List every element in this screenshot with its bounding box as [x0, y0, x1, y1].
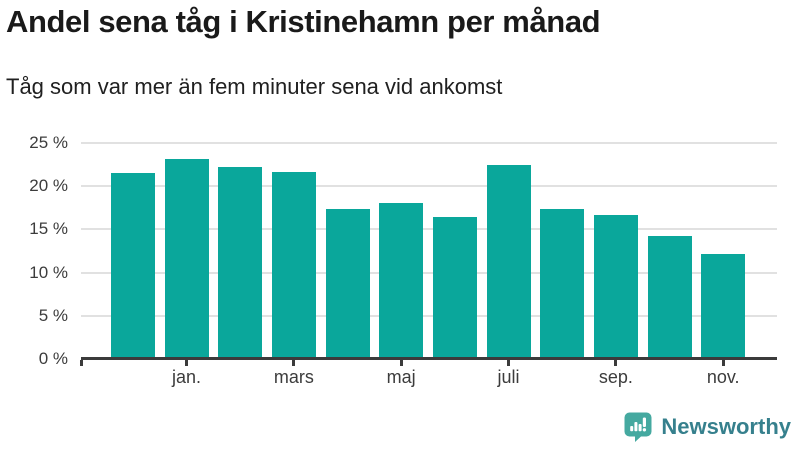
x-axis-label: jan.: [171, 367, 202, 387]
bar-slot-juni: [428, 143, 482, 359]
y-axis-label: 10 %: [29, 262, 68, 282]
gridline-5: [81, 314, 777, 317]
gridline-20: [81, 185, 777, 188]
y-axis-label: 5 %: [38, 305, 68, 325]
bar-slot-feb.: [213, 143, 267, 359]
bar-juli: [486, 165, 531, 359]
bar-slot-jan.: [160, 143, 214, 359]
y-axis-label: 15 %: [29, 219, 68, 239]
x-axis-origin-tick: [79, 360, 83, 366]
bar-series: [106, 143, 750, 359]
bar-slot-maj: [374, 143, 428, 359]
bar-chart-plot-area: [81, 142, 777, 359]
x-axis-line: [81, 357, 777, 360]
x-axis-label: mars: [273, 367, 314, 387]
x-axis-label: juli: [497, 367, 520, 387]
chart-subtitle: Tåg som var mer än fem minuter sena vid …: [6, 74, 503, 99]
chart-title: Andel sena tåg i Kristinehamn per månad: [6, 4, 601, 39]
bar-okt.: [647, 236, 692, 359]
newsworthy-wordmark: Newsworthy: [661, 414, 791, 439]
bar-maj: [379, 203, 424, 359]
y-axis-label: 25 %: [29, 133, 68, 152]
bar-slot-sep.: [589, 143, 643, 359]
newsworthy-logo: Newsworthy: [624, 412, 791, 442]
bar-slot-juli: [482, 143, 536, 359]
bar-aug.: [540, 208, 585, 359]
bar-feb.: [218, 167, 263, 359]
bar-juni: [432, 217, 477, 359]
gridline-10: [81, 271, 777, 274]
x-axis-tick-nov.: [721, 360, 725, 366]
bar-apr.: [325, 208, 370, 359]
bar-dec.: [110, 173, 155, 359]
bar-slot-nov.: [696, 143, 750, 359]
x-axis-tick-jan.: [185, 360, 188, 366]
x-axis-tick-maj: [399, 360, 403, 366]
x-axis-label: sep.: [598, 367, 633, 387]
gridline-15: [81, 228, 777, 231]
bar-nov.: [701, 254, 746, 359]
bar-jan.: [164, 159, 209, 359]
bar-sep.: [593, 214, 638, 359]
bar-slot-dec.: [106, 143, 160, 359]
y-axis-label: 20 %: [29, 176, 68, 196]
x-axis-tick-sep.: [614, 360, 618, 366]
x-axis-tick-juli: [507, 360, 510, 366]
gridline-25: [81, 142, 777, 144]
newsworthy-icon: [624, 412, 652, 442]
bar-mars: [271, 172, 316, 359]
y-axis-label: 0 %: [38, 349, 68, 368]
x-axis-label: nov.: [706, 367, 740, 387]
bar-slot-aug.: [535, 143, 589, 359]
bar-slot-apr.: [321, 143, 375, 359]
x-axis-label: maj: [386, 367, 416, 387]
bar-slot-okt.: [643, 143, 697, 359]
bar-slot-mars: [267, 143, 321, 359]
x-axis-tick-mars: [292, 360, 296, 366]
